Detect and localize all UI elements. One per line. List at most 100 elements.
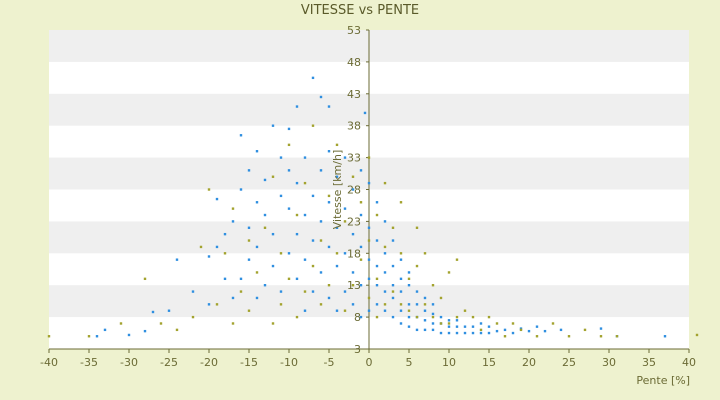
data-point (367, 296, 371, 300)
data-point (399, 277, 403, 281)
data-point (487, 325, 491, 328)
data-point (359, 258, 363, 261)
data-point (311, 239, 315, 242)
data-point (367, 239, 371, 242)
data-point (279, 252, 283, 255)
data-point (415, 290, 419, 293)
data-point (551, 322, 555, 325)
x-tick-label: -10 (280, 356, 298, 369)
data-point (447, 322, 451, 325)
data-point (399, 290, 403, 293)
x-tick-label: 30 (602, 356, 616, 369)
data-point (375, 277, 379, 281)
data-point (431, 303, 435, 306)
data-point (351, 271, 355, 274)
data-point (255, 271, 259, 274)
data-point (423, 303, 427, 306)
data-point (535, 325, 539, 328)
data-point (391, 264, 395, 268)
data-point (407, 303, 411, 306)
y-axis-title: Vitesse [km/h] (331, 150, 344, 230)
data-point (351, 188, 355, 191)
data-point (359, 201, 363, 204)
data-point (215, 245, 219, 249)
data-point (359, 284, 363, 287)
x-tick-label: -5 (324, 356, 335, 369)
data-point (391, 315, 395, 319)
data-point (351, 284, 355, 287)
data-point (351, 303, 355, 306)
data-point (367, 309, 371, 312)
data-point (431, 284, 435, 287)
data-point (431, 328, 435, 332)
data-point (191, 315, 195, 319)
data-point (279, 303, 283, 306)
data-point (271, 264, 275, 268)
data-point (335, 143, 339, 147)
data-point (287, 207, 291, 210)
data-point (535, 335, 539, 338)
data-point (239, 188, 243, 191)
data-point (359, 169, 363, 172)
data-point (367, 277, 371, 281)
data-point (143, 277, 147, 281)
data-point (47, 335, 51, 338)
y-tick-label: 48 (347, 56, 361, 69)
data-point (375, 315, 379, 319)
data-point (303, 213, 307, 217)
data-point (295, 181, 299, 185)
data-point (95, 335, 99, 338)
data-point (383, 303, 387, 306)
data-point (407, 325, 411, 328)
data-point (271, 232, 275, 236)
y-tick-label: 3 (354, 343, 361, 356)
data-point (319, 220, 323, 223)
data-point (279, 194, 283, 198)
y-tick-label: 43 (347, 88, 361, 101)
data-point (415, 303, 419, 306)
data-point (223, 277, 227, 281)
data-point (351, 232, 355, 236)
data-point (455, 258, 459, 261)
data-point (311, 76, 315, 80)
data-point (335, 264, 339, 268)
data-point (343, 156, 347, 159)
data-point (463, 309, 467, 312)
y-tick-label: 53 (347, 24, 361, 37)
data-point (367, 226, 371, 229)
x-tick-label: -40 (40, 356, 58, 369)
data-point (303, 181, 307, 185)
data-point (399, 201, 403, 204)
data-point (383, 220, 387, 223)
x-tick-label: -35 (80, 356, 98, 369)
data-point (399, 322, 403, 325)
data-point (239, 290, 243, 293)
data-point (543, 329, 547, 333)
y-tick-label: 18 (347, 247, 361, 260)
data-point (335, 252, 339, 255)
data-point (295, 315, 299, 319)
data-point (335, 175, 339, 178)
data-point (247, 226, 251, 229)
data-point (439, 296, 443, 300)
data-point (255, 150, 259, 153)
x-tick-label: -30 (120, 356, 138, 369)
data-point (335, 226, 339, 229)
data-point (527, 329, 531, 333)
data-point (367, 258, 371, 261)
data-point (327, 245, 331, 249)
data-point (399, 309, 403, 312)
data-point (383, 181, 387, 185)
data-point (391, 290, 395, 293)
data-point (263, 178, 267, 182)
data-point (263, 284, 267, 287)
data-point (471, 331, 475, 335)
data-point (391, 296, 395, 300)
data-point (303, 156, 307, 159)
data-point (159, 322, 163, 325)
data-point (223, 232, 227, 236)
x-tick-label: -25 (160, 356, 178, 369)
data-point (471, 315, 475, 319)
